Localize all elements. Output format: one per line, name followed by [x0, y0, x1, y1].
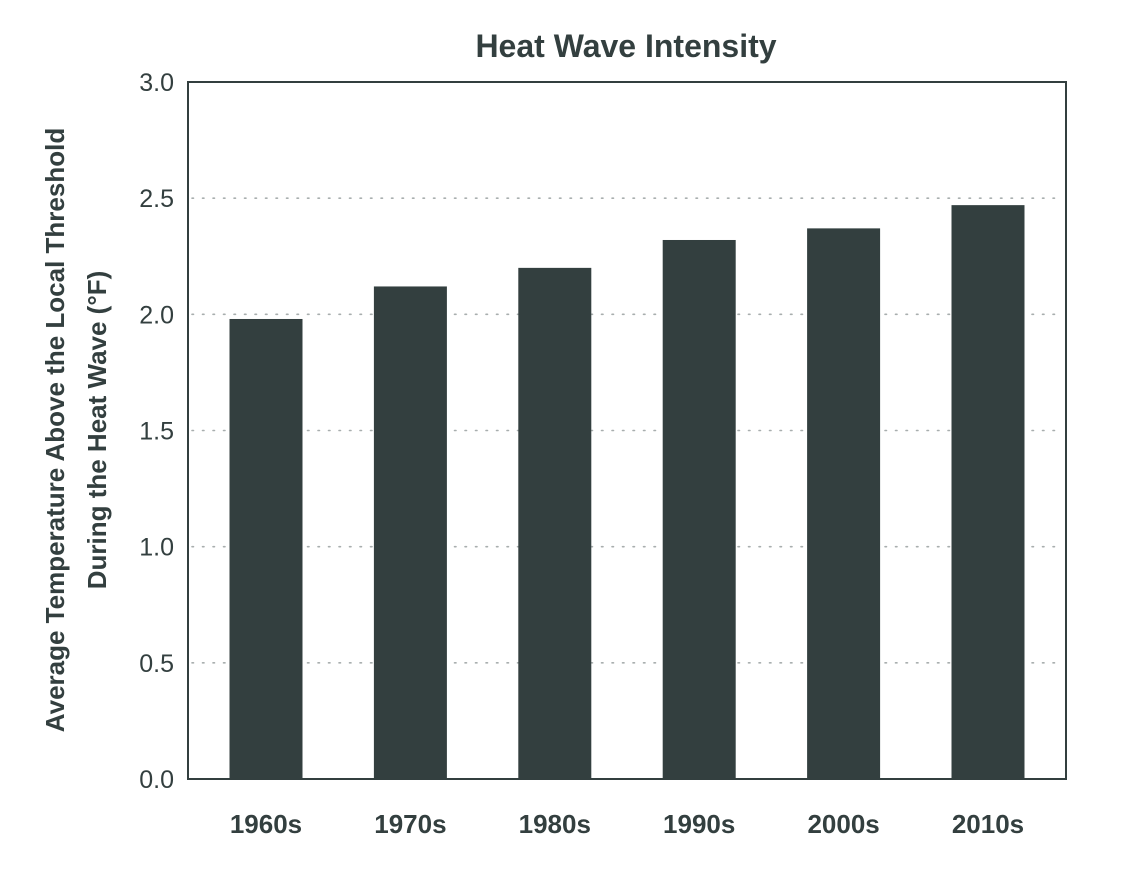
x-axis-ticks: 1960s 1970s 1980s 1990s 2000s 2010s	[230, 809, 1024, 839]
chart-title: Heat Wave Intensity	[475, 28, 776, 64]
bar-1980s	[518, 267, 592, 779]
bar-2010s	[951, 205, 1025, 780]
bar-1970s	[373, 286, 447, 779]
y-axis-label-line-1: Average Temperature Above the Local Thre…	[40, 128, 70, 732]
y-tick-label: 2.5	[139, 185, 174, 213]
bar-1990s	[662, 239, 736, 779]
y-tick-label: 1.5	[139, 418, 174, 446]
y-axis-label-line-2: During the Heat Wave (°F)	[82, 271, 112, 590]
bar-1960s	[229, 318, 303, 779]
x-tick-label: 2000s	[807, 809, 879, 839]
bars	[229, 205, 1025, 780]
y-tick-label: 1.0	[139, 534, 174, 562]
y-axis-label: Average Temperature Above the Local Thre…	[40, 128, 112, 732]
bar-2000s	[807, 228, 881, 779]
x-tick-label: 1960s	[230, 809, 302, 839]
x-tick-label: 1970s	[374, 809, 446, 839]
plot-frame	[187, 81, 1067, 780]
x-tick-label: 1980s	[519, 809, 591, 839]
y-tick-label: 0.5	[139, 650, 174, 678]
y-tick-label: 2.0	[139, 301, 174, 329]
gridlines	[191, 197, 1063, 664]
x-tick-label: 1990s	[663, 809, 735, 839]
y-tick-label: 0.0	[139, 766, 174, 794]
y-axis-ticks: 0.0 0.5 1.0 1.5 2.0 2.5 3.0	[139, 69, 174, 794]
x-tick-label: 2010s	[952, 809, 1024, 839]
y-tick-label: 3.0	[139, 69, 174, 97]
